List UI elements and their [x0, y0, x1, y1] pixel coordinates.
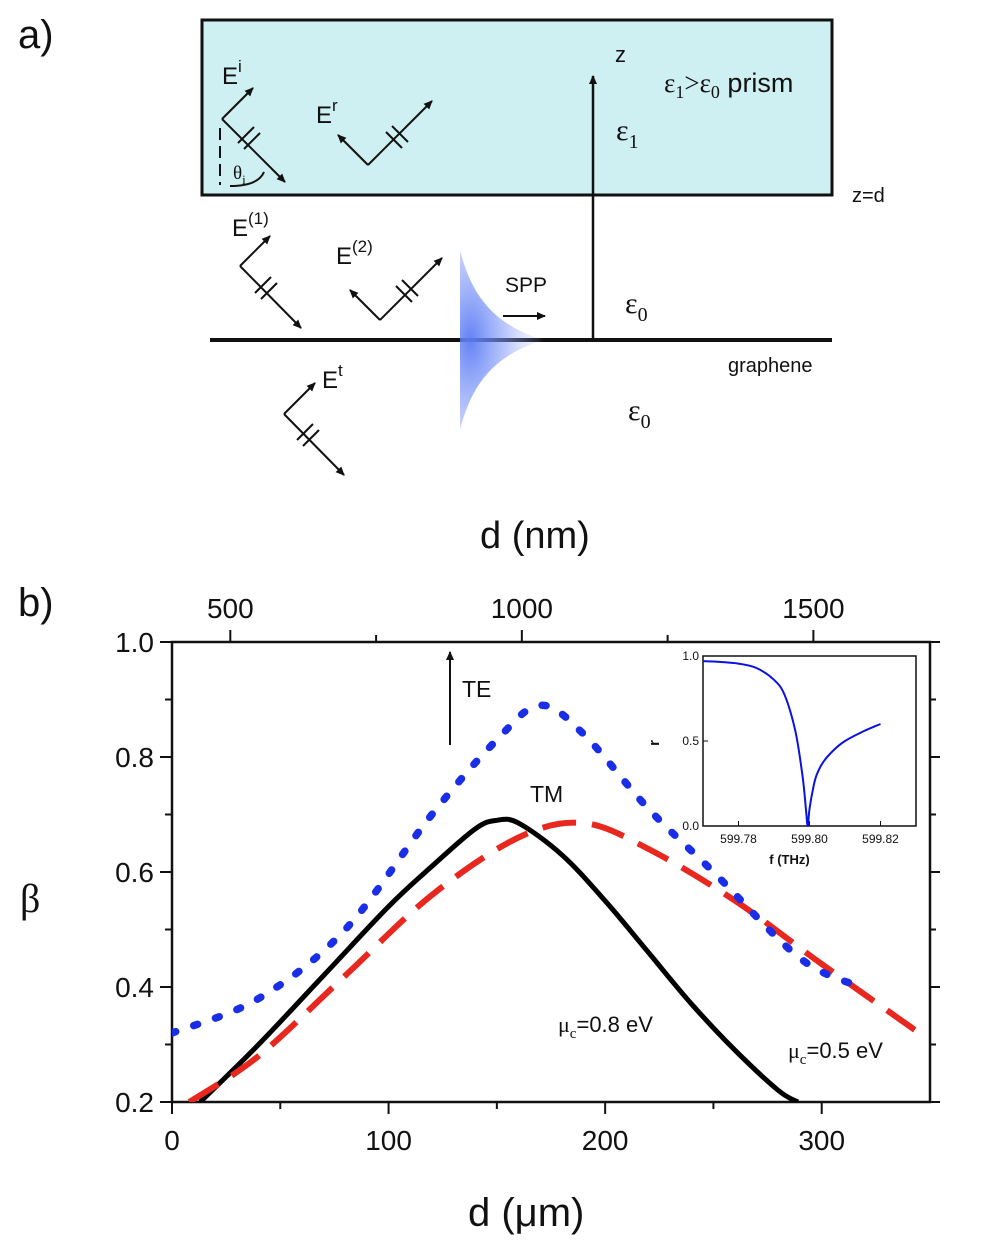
inset-x-tick-label: 599.78 [720, 832, 757, 846]
x-tick-label: 200 [582, 1125, 629, 1156]
main-plot: 0 100 200 300 500 1000 1500 0.2 0.4 0.6 0.8 1.0 [115, 593, 940, 1156]
inset-x-tick-label: 599.82 [862, 832, 899, 846]
x-tick-label: 0 [164, 1125, 180, 1156]
mu-08-label: μc=0.8 eV [558, 1012, 653, 1042]
Ei-label: Ei [222, 57, 242, 90]
reflected-field-vectors [337, 100, 433, 166]
y-axis-title: β [20, 876, 40, 921]
theta-label: θi [233, 163, 246, 187]
y-tick-label: 0.8 [115, 742, 154, 773]
incident-field-vectors [219, 87, 286, 187]
mu-05-label: μc=0.5 eV [788, 1038, 883, 1068]
te-label: TE [462, 676, 491, 702]
x2-tick-label: 1500 [782, 593, 844, 624]
y-tick-label: 0.6 [115, 857, 154, 888]
spp-label: SPP [505, 274, 547, 297]
inset-y-tick-label: 0.5 [682, 734, 699, 748]
panel-a-label: a) [18, 13, 54, 57]
E2-label: E(2) [336, 237, 373, 270]
x-tick-label: 300 [798, 1125, 845, 1156]
inset-x-tick-label: 599.80 [791, 832, 828, 846]
E1-label: E(1) [232, 209, 269, 242]
inset-plot: 599.78 599.80 599.82 0.0 0.5 1.0 f (THz) r [646, 649, 917, 867]
spp-field-profile [460, 250, 545, 430]
eps0-gap-label: ε0 [625, 287, 648, 326]
z-eq-d-label: z=d [852, 185, 885, 207]
series-line-dashed [187, 819, 921, 1102]
top-axis-title: d (nm) [480, 515, 590, 557]
z-axis-label: z [615, 42, 626, 67]
eps0-bottom-label: ε0 [628, 394, 651, 433]
prism-block [200, 18, 834, 197]
tm-label: TM [530, 781, 563, 807]
x2-tick-label: 1000 [491, 593, 553, 624]
Er-label: Er [316, 96, 338, 129]
y-tick-label: 1.0 [115, 627, 154, 658]
inset-y-tick-label: 1.0 [682, 649, 699, 663]
panel-b-label: b) [18, 581, 54, 625]
field-2-vectors [349, 257, 443, 321]
inset-y-tick-label: 0.0 [682, 819, 699, 833]
series-line-dotted [172, 701, 865, 1037]
Et-label: Et [322, 361, 343, 394]
y-tick-label: 0.4 [115, 972, 154, 1003]
field-1-vectors [239, 235, 302, 329]
inset-frame [702, 655, 917, 827]
series-line-solid [198, 816, 800, 1102]
inset-x-axis-title: f (THz) [769, 852, 809, 867]
eps1-label: ε1 [616, 114, 639, 153]
x-tick-label: 100 [365, 1125, 412, 1156]
prism-label: ε1>ε0 prism [664, 68, 793, 102]
x2-tick-label: 500 [207, 593, 254, 624]
bottom-axis-title: d (μm) [468, 1191, 584, 1235]
graphene-label: graphene [728, 355, 813, 377]
inset-series-line [702, 660, 881, 828]
transmitted-field-vectors [283, 382, 345, 476]
inset-y-axis-title: r [646, 740, 663, 746]
y-tick-label: 0.2 [115, 1087, 154, 1118]
